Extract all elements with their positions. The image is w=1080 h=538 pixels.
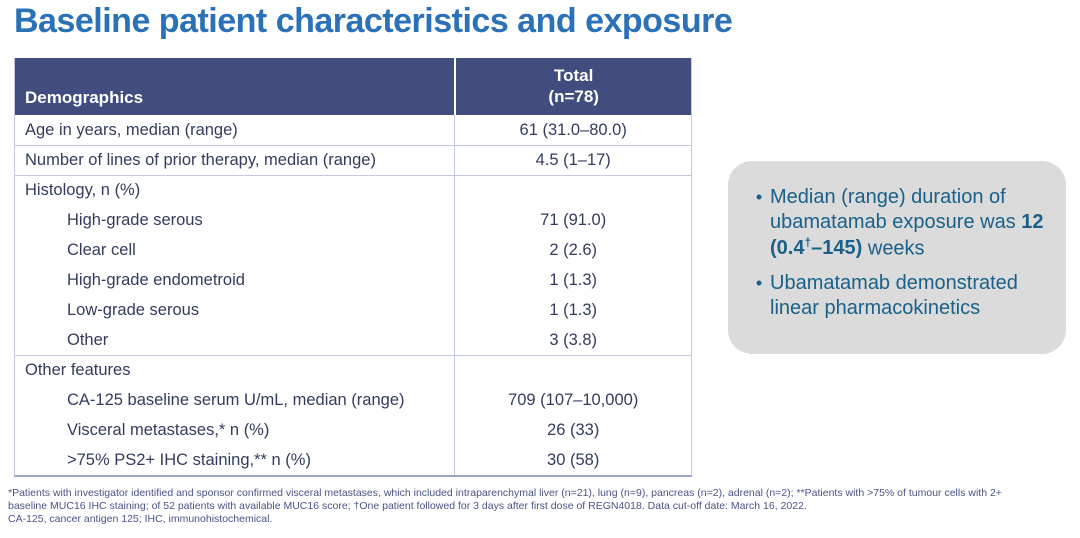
callout-bullet-exposure: • Median (range) duration of ubamatamab … [748, 185, 1050, 262]
row-label: Clear cell [67, 240, 136, 259]
row-value: 71 (91.0) [454, 205, 691, 235]
bullet-text: Ubamatamab demonstrated linear pharmacok… [770, 271, 1018, 320]
total-n-label: (n=78) [548, 86, 599, 106]
table-row: Age in years, median (range) 61 (31.0–80… [15, 115, 691, 145]
column-header-total: Total (n=78) [454, 58, 691, 115]
footnote-line: baseline MUC16 IHC staining; of 52 patie… [8, 500, 807, 512]
table-row-section: Histology, n (%) [15, 175, 691, 205]
table-row: Low-grade serous 1 (1.3) [15, 295, 691, 325]
row-label: >75% PS2+ IHC staining,** n (%) [67, 450, 311, 469]
footnotes: *Patients with investigator identified a… [8, 487, 1078, 526]
row-value: 1 (1.3) [454, 295, 691, 325]
page-title: Baseline patient characteristics and exp… [14, 2, 733, 40]
table-row: Number of lines of prior therapy, median… [15, 145, 691, 175]
row-label: High-grade endometroid [67, 270, 245, 289]
row-value [454, 176, 691, 205]
table-row: High-grade endometroid 1 (1.3) [15, 265, 691, 295]
total-label: Total [554, 66, 594, 86]
row-value: 61 (31.0–80.0) [454, 115, 691, 145]
row-value: 709 (107–10,000) [454, 385, 691, 415]
row-label: Age in years, median (range) [25, 120, 238, 139]
footnote-line: *Patients with investigator identified a… [8, 487, 1002, 499]
table-row: High-grade serous 71 (91.0) [15, 205, 691, 235]
row-value: 3 (3.8) [454, 325, 691, 355]
row-value: 4.5 (1–17) [454, 146, 691, 175]
bullet-text: Median (range) duration of ubamatamab ex… [770, 186, 1044, 260]
row-label: Other [67, 330, 109, 349]
table-row: >75% PS2+ IHC staining,** n (%) 30 (58) [15, 445, 691, 475]
footnote-line: CA-125, cancer antigen 125; IHC, immunoh… [8, 513, 273, 525]
row-label: Histology, n (%) [25, 181, 141, 199]
column-header-demographics: Demographics [25, 88, 144, 107]
row-label: Visceral metastases,* n (%) [67, 420, 270, 439]
row-value: 30 (58) [454, 445, 691, 475]
table-row: Visceral metastases,* n (%) 26 (33) [15, 415, 691, 445]
table-row-section: Other features [15, 355, 691, 385]
row-value: 2 (2.6) [454, 235, 691, 265]
table-row: Clear cell 2 (2.6) [15, 235, 691, 265]
row-label: Other features [25, 361, 131, 379]
row-label: Number of lines of prior therapy, median… [25, 151, 376, 169]
row-label: Low-grade serous [67, 300, 200, 319]
table-row: Other 3 (3.8) [15, 325, 691, 355]
bullet-icon: • [755, 187, 763, 207]
row-value [454, 356, 691, 385]
row-value: 26 (33) [454, 415, 691, 445]
row-label: High-grade serous [67, 210, 203, 229]
row-label: CA-125 baseline serum U/mL, median (rang… [67, 390, 405, 409]
table-row: CA-125 baseline serum U/mL, median (rang… [15, 385, 691, 415]
key-findings-callout: • Median (range) duration of ubamatamab … [728, 161, 1066, 354]
dagger-superscript: † [804, 235, 812, 250]
callout-bullet-pk: • Ubamatamab demonstrated linear pharmac… [748, 271, 1050, 322]
bullet-icon: • [755, 272, 763, 293]
demographics-table: Demographics Total (n=78) Age in years, … [14, 58, 692, 477]
row-value: 1 (1.3) [454, 265, 691, 295]
table-header-row: Demographics Total (n=78) [15, 58, 691, 115]
